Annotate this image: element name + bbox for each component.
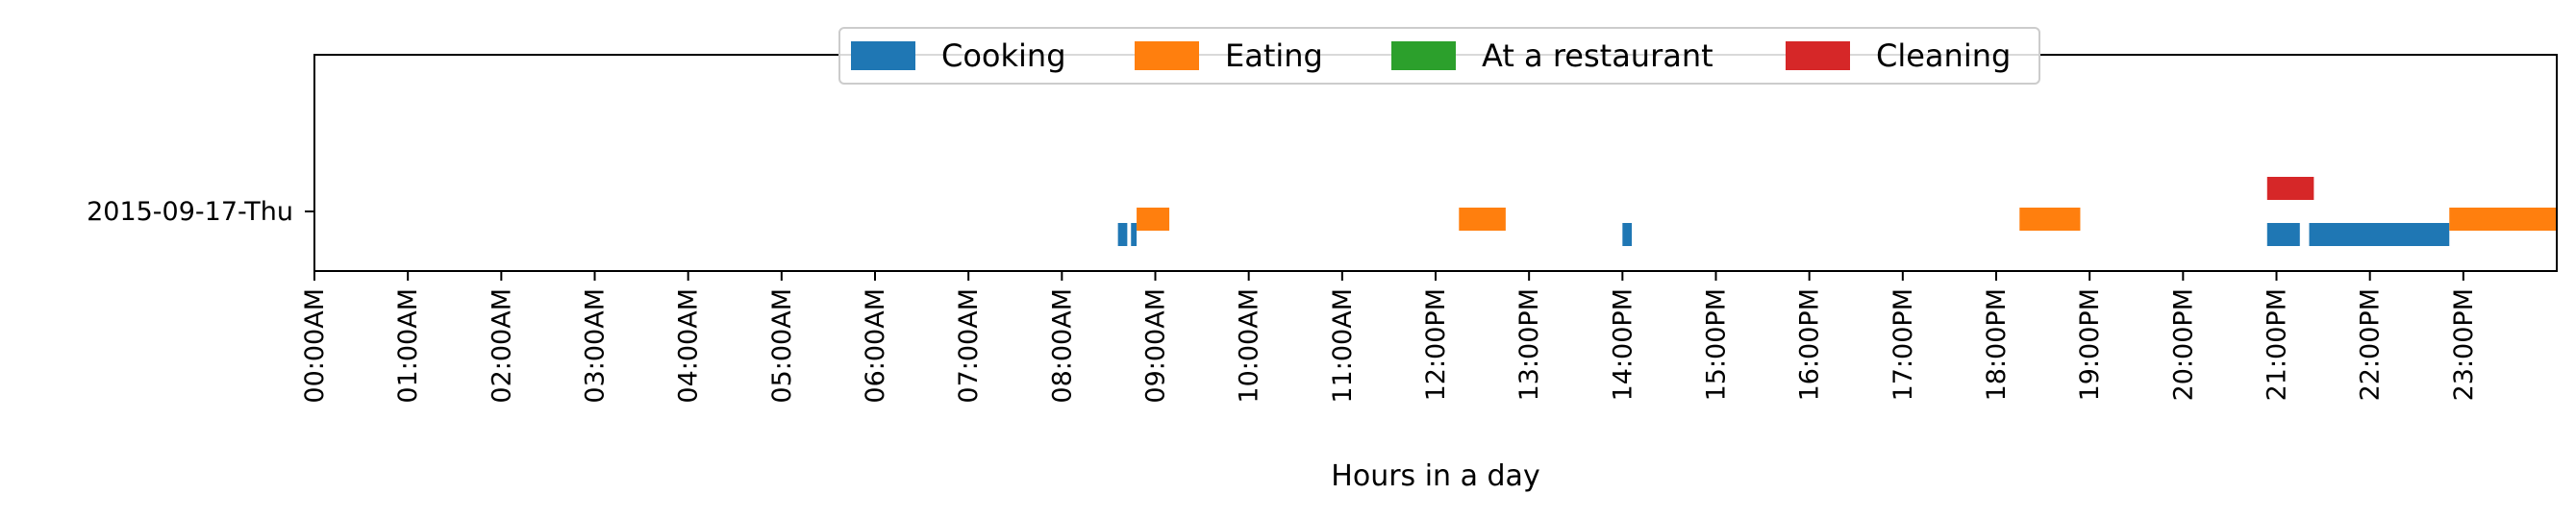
x-tick-label: 04:00AM bbox=[674, 288, 704, 404]
x-tick-label: 01:00AM bbox=[393, 288, 423, 404]
x-tick-label: 10:00AM bbox=[1235, 288, 1264, 404]
bar-cooking bbox=[1117, 223, 1128, 246]
x-tick-label: 15:00PM bbox=[1702, 288, 1732, 401]
bar-eating bbox=[2019, 208, 2081, 231]
bar-eating bbox=[1137, 208, 1170, 231]
x-tick-label: 05:00AM bbox=[767, 288, 797, 404]
x-tick-label: 14:00PM bbox=[1608, 288, 1638, 401]
x-tick-label: 19:00PM bbox=[2075, 288, 2105, 401]
bar-cooking bbox=[1131, 223, 1138, 246]
bar-eating bbox=[1459, 208, 1506, 231]
legend-swatch bbox=[1786, 41, 1850, 70]
x-tick-label: 03:00AM bbox=[581, 288, 611, 404]
x-tick-label: 18:00PM bbox=[1982, 288, 2012, 401]
bar-cooking bbox=[2266, 223, 2300, 246]
x-tick-label: 21:00PM bbox=[2263, 288, 2292, 401]
legend-entry: Cleaning bbox=[1876, 37, 2011, 74]
legend-swatch bbox=[1391, 41, 1456, 70]
bar-cooking bbox=[2309, 223, 2450, 246]
x-tick-label: 07:00AM bbox=[954, 288, 984, 404]
x-tick-label: 00:00AM bbox=[300, 288, 330, 404]
legend-swatch bbox=[851, 41, 915, 70]
legend: Cooking Eating At a restaurant Cleaning bbox=[838, 27, 2040, 85]
x-tick-label: 06:00AM bbox=[861, 288, 890, 404]
x-tick-label: 08:00AM bbox=[1047, 288, 1077, 404]
legend-entry: At a restaurant bbox=[1482, 37, 1713, 74]
x-tick-label: 16:00PM bbox=[1795, 288, 1825, 401]
plot-frame bbox=[313, 54, 2558, 272]
x-tick-label: 11:00AM bbox=[1328, 288, 1358, 404]
x-axis: 00:00AM 01:00AM 02:00AM 03:00AM 04:00AM 05:00… bbox=[300, 271, 2479, 404]
x-tick-label: 02:00AM bbox=[487, 288, 516, 404]
x-tick-label: 17:00PM bbox=[1888, 288, 1918, 401]
x-tick-label: 09:00AM bbox=[1141, 288, 1171, 404]
legend-entry: Eating bbox=[1225, 37, 1323, 74]
legend-swatch bbox=[1135, 41, 1199, 70]
x-axis-label: Hours in a day bbox=[1331, 459, 1539, 493]
legend-entry: Cooking bbox=[941, 37, 1066, 74]
x-tick-label: 23:00PM bbox=[2449, 288, 2479, 401]
bar-cooking bbox=[1622, 223, 1633, 246]
x-tick-label: 22:00PM bbox=[2356, 288, 2386, 401]
y-axis: 2015-09-17-Thu bbox=[87, 197, 314, 227]
y-tick-label: 2015-09-17-Thu bbox=[87, 197, 293, 227]
x-tick-label: 20:00PM bbox=[2168, 288, 2198, 401]
bar-eating bbox=[2449, 208, 2557, 231]
bars-layer bbox=[1117, 177, 2557, 246]
x-tick-label: 13:00PM bbox=[1514, 288, 1544, 401]
x-tick-label: 12:00PM bbox=[1421, 288, 1451, 401]
bar-cleaning bbox=[2266, 177, 2314, 200]
